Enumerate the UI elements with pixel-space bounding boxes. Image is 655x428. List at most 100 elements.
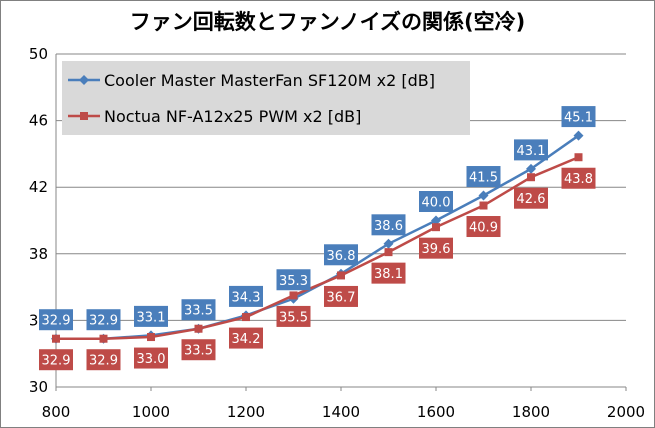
point-marker [478, 190, 489, 201]
data-label: 43.8 [561, 167, 596, 189]
data-label-text: 40.0 [422, 196, 451, 211]
x-tick-label: 1000 [132, 403, 170, 421]
data-label-text: 41.5 [469, 171, 498, 186]
data-label-text: 32.9 [42, 314, 71, 329]
series-line-2 [56, 156, 579, 340]
point-marker [99, 334, 108, 343]
data-labels: 32.9 32.9 33.1 33.5 34.3 35.3 36.8 38.6 40.0 41.5… [39, 106, 596, 371]
data-label-text: 36.8 [327, 249, 356, 264]
x-tick-label: 1400 [322, 403, 360, 421]
data-label: 45.1 [561, 106, 596, 128]
y-tick-label: 50 [29, 45, 48, 63]
y-tick-label: 30 [29, 378, 48, 396]
data-label: 43.1 [514, 139, 548, 161]
data-label-text: 38.1 [374, 267, 403, 282]
data-label-text: 43.8 [564, 172, 593, 187]
y-tick-label: 46 [29, 112, 48, 130]
legend-marker [79, 75, 89, 85]
data-label-text: 34.3 [232, 290, 261, 305]
data-label-box [134, 305, 168, 327]
point-marker [337, 271, 345, 280]
data-label: 32.9 [39, 349, 73, 371]
point-marker [574, 153, 583, 162]
data-label-box [134, 347, 168, 369]
data-label: 38.1 [371, 262, 406, 284]
data-label: 34.2 [229, 327, 263, 349]
data-label-box [229, 327, 263, 349]
x-tick-label: 2000 [607, 403, 645, 421]
data-label-text: 38.6 [374, 219, 403, 234]
data-label: 39.6 [419, 237, 453, 259]
data-label-text: 33.5 [184, 304, 213, 319]
data-label: 36.8 [324, 244, 358, 266]
data-label-box [561, 106, 596, 128]
chart-title: ファン回転数とファンノイズの関係(空冷) [129, 10, 526, 34]
data-label-text: 32.9 [42, 354, 71, 369]
data-label: 33.0 [134, 347, 168, 369]
data-label-text: 33.5 [184, 344, 213, 359]
data-label-box [419, 191, 453, 212]
point-marker [383, 238, 394, 249]
data-label: 35.3 [276, 269, 311, 291]
data-label-box [561, 167, 596, 189]
legend-box [62, 61, 470, 135]
data-label: 34.3 [229, 285, 263, 307]
data-label: 35.5 [276, 305, 311, 327]
legend-label: Noctua NF-A12x25 PWM x2 [dB] [104, 107, 361, 126]
series-lines [51, 130, 584, 344]
point-marker [147, 333, 155, 342]
data-label-box [276, 305, 311, 327]
x-tick-label: 800 [42, 403, 71, 421]
data-label: 36.7 [324, 285, 358, 307]
point-marker [242, 313, 250, 322]
data-label-box [466, 166, 501, 188]
x-tick-label: 1800 [512, 403, 550, 421]
data-label-text: 40.9 [469, 221, 498, 236]
point-marker [289, 291, 298, 300]
data-label-text: 39.6 [422, 242, 451, 257]
data-label-box [229, 285, 263, 307]
data-label: 38.6 [371, 214, 406, 236]
x-tick-label: 1200 [227, 403, 265, 421]
data-label-box [514, 187, 548, 209]
data-label-text: 34.2 [232, 332, 261, 347]
data-label-box [514, 139, 548, 161]
data-label-box [419, 237, 453, 259]
point-marker [479, 201, 488, 210]
data-label: 32.9 [86, 349, 121, 371]
data-label: 33.5 [181, 339, 216, 361]
data-label-box [39, 349, 73, 371]
point-marker [573, 130, 584, 141]
data-label-text: 35.5 [279, 310, 308, 325]
data-label-text: 32.9 [89, 314, 118, 329]
data-label-box [466, 216, 501, 238]
point-marker [384, 248, 393, 257]
data-label-text: 33.0 [137, 352, 166, 367]
data-label: 40.0 [419, 191, 453, 212]
point-marker [52, 334, 60, 343]
data-label-box [86, 309, 121, 331]
data-label: 32.9 [86, 309, 121, 331]
legend: Cooler Master MasterFan SF120M x2 [dB] No… [62, 61, 470, 135]
data-label: 33.5 [181, 299, 216, 321]
data-label-box [181, 339, 216, 361]
data-label-box [39, 309, 73, 331]
data-label-box [181, 299, 216, 321]
data-label-text: 36.7 [327, 290, 356, 305]
data-label: 32.9 [39, 309, 73, 331]
data-label-box [276, 269, 311, 291]
data-label-box [324, 285, 358, 307]
data-label: 42.6 [514, 187, 548, 209]
x-tick-label: 1600 [417, 403, 455, 421]
point-marker [527, 173, 535, 182]
legend-marker [80, 112, 88, 120]
data-label-box [86, 349, 121, 371]
point-marker [526, 163, 536, 174]
data-label-box [371, 214, 406, 236]
data-label-text: 35.3 [279, 274, 308, 289]
data-label-box [324, 244, 358, 266]
point-marker [431, 215, 441, 226]
data-label-text: 45.1 [564, 111, 593, 126]
